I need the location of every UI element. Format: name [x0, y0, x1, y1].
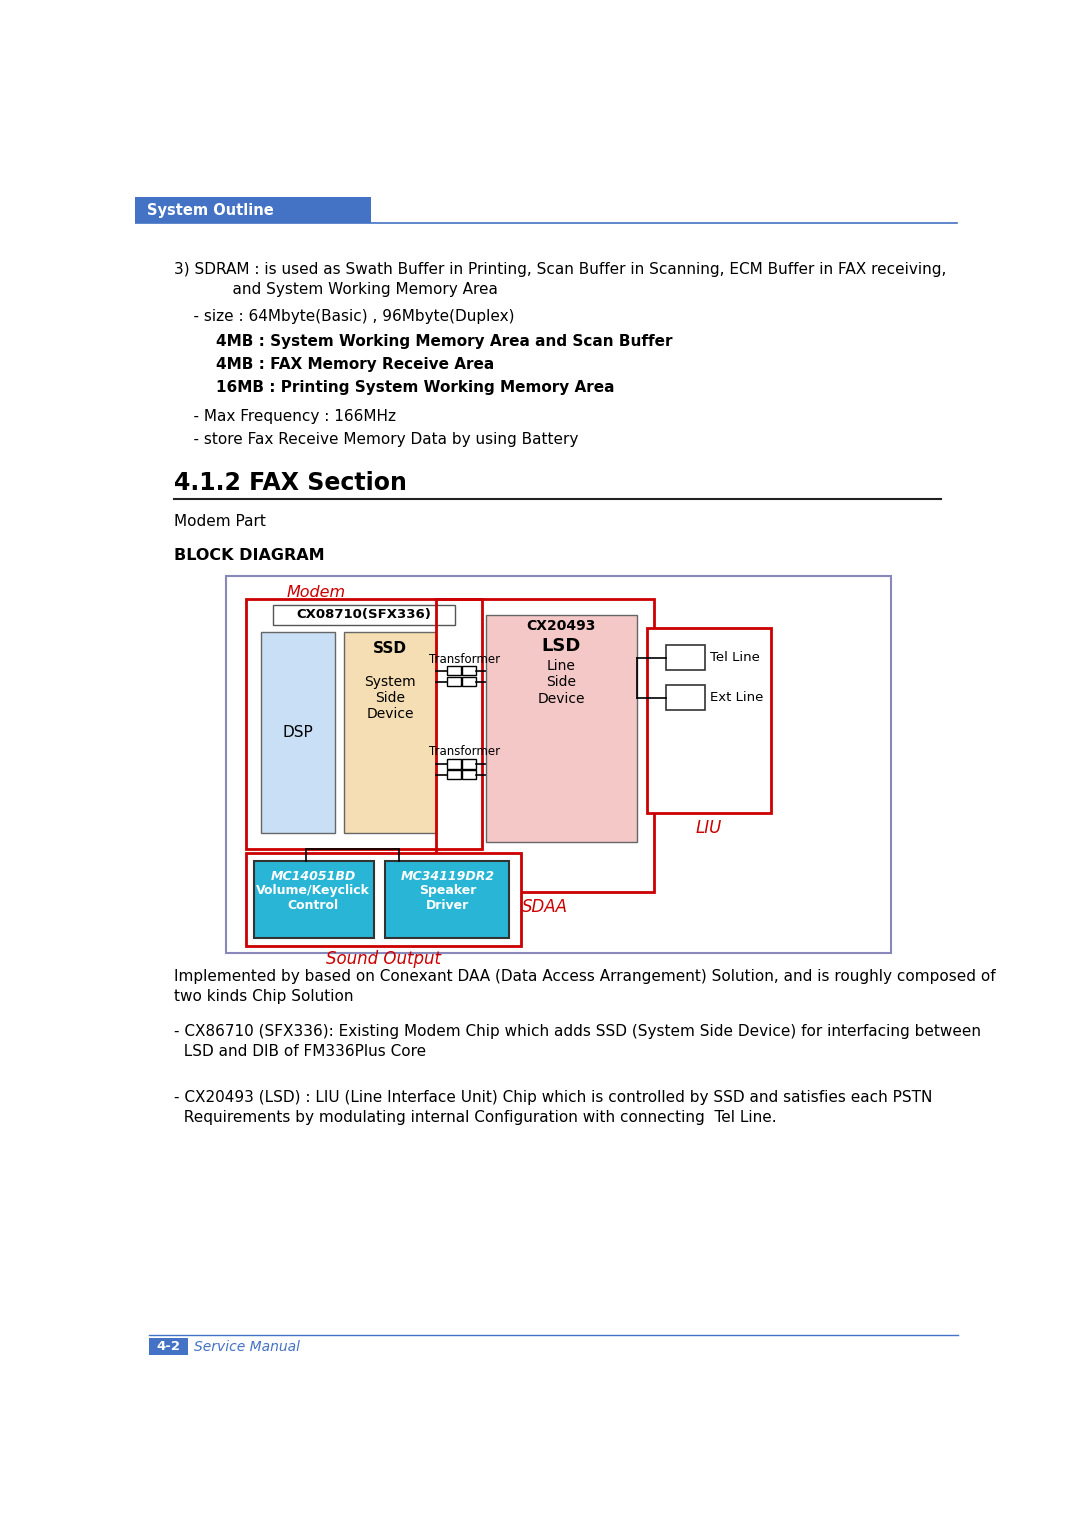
Text: - Max Frequency : 166MHz: - Max Frequency : 166MHz [174, 410, 395, 423]
Text: - CX86710 (SFX336): Existing Modem Chip which adds SSD (System Side Device) for : - CX86710 (SFX336): Existing Modem Chip … [174, 1024, 981, 1039]
Bar [462, 666, 476, 675]
Text: LSD: LSD [541, 637, 581, 656]
Bar [666, 645, 704, 669]
Text: Modem Part: Modem Part [174, 515, 266, 530]
Text: SSD: SSD [373, 640, 407, 656]
Text: MC14051BD: MC14051BD [271, 871, 356, 883]
Text: 4MB : System Working Memory Area and Scan Buffer: 4MB : System Working Memory Area and Sca… [174, 335, 672, 350]
Text: - CX20493 (LSD) : LIU (Line Interface Unit) Chip which is controlled by SSD and : - CX20493 (LSD) : LIU (Line Interface Un… [174, 1091, 932, 1105]
Bar [446, 759, 460, 769]
Text: 4.1.2 FAX Section: 4.1.2 FAX Section [174, 471, 407, 495]
Text: 4-2: 4-2 [157, 1340, 180, 1354]
Text: Line
Side
Device: Line Side Device [538, 659, 585, 706]
Text: Implemented by based on Conexant DAA (Data Access Arrangement) Solution, and is : Implemented by based on Conexant DAA (Da… [174, 969, 996, 984]
Bar [149, 1339, 188, 1355]
Bar [486, 614, 637, 842]
Text: Ext Line: Ext Line [710, 691, 764, 704]
Bar [261, 631, 335, 833]
Bar [462, 677, 476, 686]
Text: BLOCK DIAGRAM: BLOCK DIAGRAM [174, 547, 324, 562]
Bar [462, 770, 476, 779]
Text: 4MB : FAX Memory Receive Area: 4MB : FAX Memory Receive Area [174, 358, 494, 373]
Bar [246, 599, 482, 850]
Text: Transformer: Transformer [429, 746, 500, 758]
Text: - store Fax Receive Memory Data by using Battery: - store Fax Receive Memory Data by using… [174, 432, 578, 448]
Text: CX20493: CX20493 [527, 619, 596, 633]
Bar [446, 677, 460, 686]
Bar [254, 860, 374, 938]
Text: MC34119DR2: MC34119DR2 [401, 871, 495, 883]
Text: Speaker
Driver: Speaker Driver [419, 885, 476, 912]
Bar [446, 666, 460, 675]
Text: Volume/Keyclick
Control: Volume/Keyclick Control [256, 885, 370, 912]
Text: CX08710(SFX336): CX08710(SFX336) [296, 608, 431, 620]
Bar [666, 686, 704, 711]
Text: two kinds Chip Solution: two kinds Chip Solution [174, 989, 353, 1004]
Text: Sound Output: Sound Output [325, 949, 441, 967]
Text: Transformer: Transformer [429, 652, 500, 666]
Bar [135, 197, 372, 223]
Bar [435, 599, 654, 892]
Text: System
Side
Device: System Side Device [364, 675, 416, 721]
Text: 16MB : Printing System Working Memory Area: 16MB : Printing System Working Memory Ar… [174, 380, 615, 396]
Bar [386, 860, 510, 938]
Text: SDAA: SDAA [522, 898, 568, 915]
Bar [246, 853, 521, 946]
Text: Service Manual: Service Manual [194, 1340, 300, 1354]
Text: System Outline: System Outline [147, 203, 274, 219]
Text: LSD and DIB of FM336Plus Core: LSD and DIB of FM336Plus Core [174, 1044, 426, 1059]
Bar [446, 770, 460, 779]
Bar [227, 576, 891, 953]
Text: - size : 64Mbyte(Basic) , 96Mbyte(Duplex): - size : 64Mbyte(Basic) , 96Mbyte(Duplex… [174, 309, 514, 324]
Text: and System Working Memory Area: and System Working Memory Area [174, 283, 498, 296]
Text: LIU: LIU [696, 819, 721, 837]
Text: 3) SDRAM : is used as Swath Buffer in Printing, Scan Buffer in Scanning, ECM Buf: 3) SDRAM : is used as Swath Buffer in Pr… [174, 261, 946, 277]
Text: Tel Line: Tel Line [710, 651, 760, 665]
Text: Modem: Modem [286, 585, 346, 601]
Bar [647, 628, 770, 813]
Text: DSP: DSP [282, 724, 313, 740]
Bar [345, 631, 435, 833]
Bar [273, 605, 455, 625]
Text: Requirements by modulating internal Configuration with connecting  Tel Line.: Requirements by modulating internal Conf… [174, 1111, 777, 1126]
Bar [462, 759, 476, 769]
